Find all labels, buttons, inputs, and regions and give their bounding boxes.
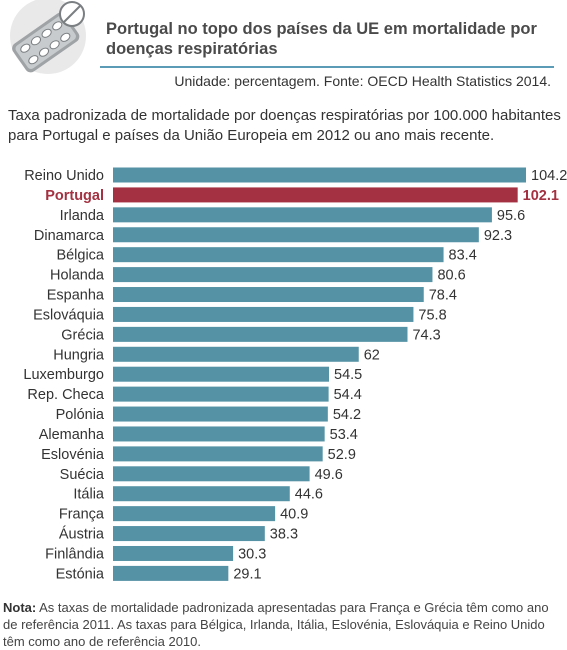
value-label: 54.4 [334, 387, 362, 403]
value-label: 104.2 [531, 168, 567, 184]
bar [113, 565, 229, 581]
category-label: Reino Unido [24, 168, 104, 184]
category-label: Suécia [60, 467, 105, 483]
bar [113, 267, 433, 283]
category-label: Finlândia [45, 546, 105, 562]
category-label: Grécia [61, 327, 105, 343]
value-label: 38.3 [270, 527, 298, 543]
value-label: 95.6 [497, 208, 525, 224]
category-label: Eslovénia [41, 447, 105, 463]
category-label: Dinamarca [34, 228, 105, 244]
value-label: 83.4 [449, 248, 477, 264]
chart-subtitle: Taxa padronizada de mortalidade por doen… [8, 107, 561, 144]
category-label: Hungria [53, 347, 105, 363]
footnote-text: As taxas de mortalidade padronizada apre… [3, 600, 549, 649]
category-label: Rep. Checa [27, 387, 105, 403]
category-label: Polónia [56, 407, 105, 423]
category-label: Portugal [45, 188, 104, 204]
value-label: 74.3 [412, 327, 440, 343]
value-label: 29.1 [233, 566, 261, 582]
unit-source-text: Unidade: percentagem. Fonte: OECD Health… [174, 73, 551, 89]
value-label: 44.6 [295, 487, 323, 503]
category-label: Eslováquia [33, 307, 105, 323]
footnote-label: Nota: [3, 600, 37, 615]
value-label: 52.9 [328, 447, 356, 463]
bar [113, 486, 290, 502]
bar [113, 545, 234, 561]
pill-blister-icon [10, 0, 86, 74]
category-label: Áustria [59, 526, 105, 543]
value-label: 49.6 [315, 467, 343, 483]
bar-chart: Reino Unido 104.2 Portugal 102.1 Irlanda 95.6… [23, 167, 567, 582]
value-label: 78.4 [429, 288, 457, 304]
bar [113, 526, 265, 542]
value-label: 80.6 [437, 268, 465, 284]
value-label: 62 [364, 347, 380, 363]
value-label: 40.9 [280, 507, 308, 523]
bar [113, 366, 330, 382]
bar [113, 346, 359, 362]
value-label: 92.3 [484, 228, 512, 244]
category-label: Holanda [50, 268, 105, 284]
category-label: Espanha [47, 288, 105, 304]
bar-highlight [113, 187, 518, 203]
value-label: 54.2 [333, 407, 361, 423]
bar [113, 466, 310, 482]
bar [113, 386, 329, 402]
chart-title: Portugal no topo dos países da UE em mor… [106, 20, 537, 58]
value-label: 53.4 [330, 427, 358, 443]
bar [113, 207, 492, 223]
value-label: 75.8 [418, 307, 446, 323]
bar [113, 406, 328, 422]
bar [113, 426, 325, 442]
bar [113, 287, 424, 303]
category-label: Bélgica [56, 248, 104, 264]
category-label: Luxemburgo [23, 367, 104, 383]
category-label: Estónia [56, 566, 105, 582]
bar [113, 247, 444, 263]
title-rule [100, 66, 554, 68]
bar [113, 306, 414, 322]
category-label: Irlanda [60, 208, 105, 224]
value-label: 30.3 [238, 546, 266, 562]
category-label: França [59, 507, 105, 523]
value-label: 102.1 [523, 188, 559, 204]
category-label: Alemanha [39, 427, 105, 443]
value-label: 54.5 [334, 367, 362, 383]
category-label: Itália [73, 487, 105, 503]
bar [113, 446, 323, 462]
bar [113, 506, 276, 522]
bar [113, 326, 408, 342]
footnote: Nota: As taxas de mortalidade padronizad… [3, 599, 563, 650]
bar [113, 167, 526, 183]
bar [113, 227, 479, 243]
